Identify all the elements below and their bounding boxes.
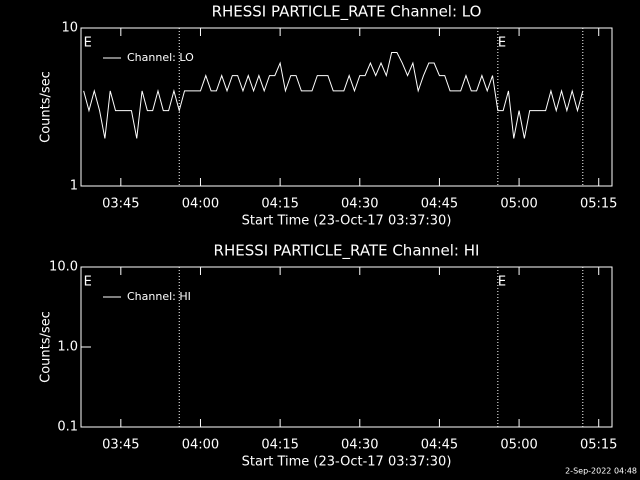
chart-title: RHESSI PARTICLE_RATE Channel: HI: [214, 242, 480, 261]
x-tick-label: 04:45: [421, 197, 458, 212]
event-label: E: [84, 36, 92, 51]
x-tick-label: 03:45: [102, 438, 139, 453]
x-tick-label: 04:00: [182, 438, 219, 453]
x-tick-label: 05:15: [580, 438, 617, 453]
y-axis-label: Counts/sec: [39, 71, 54, 143]
y-axis-label: Counts/sec: [39, 311, 54, 383]
legend-label: Channel: HI: [127, 290, 191, 303]
x-tick-label: 04:00: [182, 197, 219, 212]
x-tick-label: 04:15: [261, 438, 298, 453]
x-axis-label: Start Time (23-Oct-17 03:37:30): [242, 455, 452, 470]
event-label: E: [84, 275, 92, 290]
x-tick-label: 04:30: [341, 197, 378, 212]
x-tick-label: 04:30: [341, 438, 378, 453]
legend-label: Channel: LO: [127, 51, 194, 64]
x-tick-label: 05:00: [500, 438, 537, 453]
footer: 2-Sep-2022 04:48: [565, 467, 637, 476]
x-tick-label: 03:45: [102, 197, 139, 212]
y-tick-label: 10: [61, 21, 78, 36]
data-line: [83, 51, 584, 139]
chart-title: RHESSI PARTICLE_RATE Channel: LO: [212, 3, 482, 22]
event-label: E: [498, 36, 506, 51]
event-label: E: [498, 275, 506, 290]
y-tick-label: 10.0: [49, 260, 78, 275]
x-tick-label: 05:15: [580, 197, 617, 212]
y-tick-label: 0.1: [57, 420, 78, 435]
x-axis-label: Start Time (23-Oct-17 03:37:30): [242, 214, 452, 229]
y-tick-label: 1: [70, 179, 78, 194]
x-tick-label: 05:00: [500, 197, 537, 212]
x-tick-label: 04:45: [421, 438, 458, 453]
plot-frame: [80, 27, 613, 187]
x-tick-label: 04:15: [261, 197, 298, 212]
y-tick-label: 1.0: [57, 340, 78, 355]
